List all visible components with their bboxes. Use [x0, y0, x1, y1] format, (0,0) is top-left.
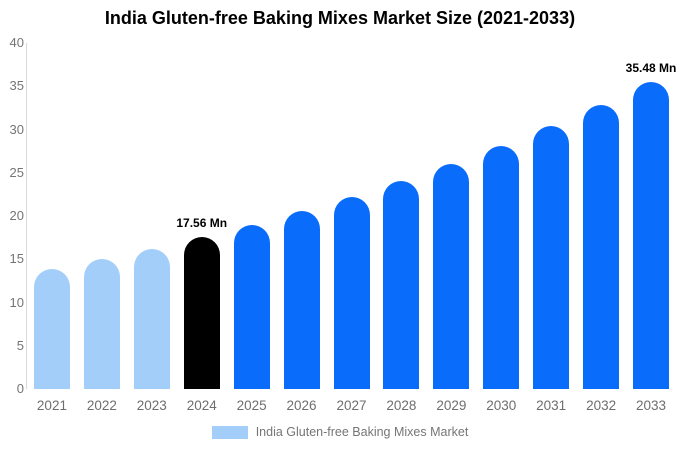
y-tick-label: 30 — [9, 121, 24, 137]
x-tick-label-2026: 2026 — [286, 398, 317, 413]
x-tick-label-2021: 2021 — [36, 398, 67, 413]
legend: India Gluten-free Baking Mixes Market — [0, 425, 680, 439]
data-label-2033: 35.48 Mn — [625, 61, 677, 76]
bar-2024 — [183, 237, 220, 389]
legend-label: India Gluten-free Baking Mixes Market — [255, 425, 469, 439]
data-label-2024: 17.56 Mn — [176, 216, 228, 231]
bar-2031 — [533, 126, 570, 389]
x-tick-label-2030: 2030 — [486, 398, 517, 413]
bar-2028 — [383, 181, 420, 389]
x-tick-label-2028: 2028 — [386, 398, 417, 413]
x-tick-label-2025: 2025 — [236, 398, 267, 413]
x-tick-label-2032: 2032 — [586, 398, 617, 413]
x-tick-label-2022: 2022 — [86, 398, 117, 413]
bar-2033 — [633, 82, 670, 389]
bar-2027 — [333, 196, 370, 389]
y-tick-label: 20 — [9, 208, 24, 223]
plot-area: 17.56 Mn 35.48 Mn — [26, 43, 676, 389]
x-tick-label-2029: 2029 — [436, 398, 467, 413]
bar-2022 — [83, 259, 120, 389]
y-tick-label: 40 — [9, 35, 24, 50]
x-tick-label-2023: 2023 — [136, 398, 167, 413]
bar-2030 — [483, 146, 520, 389]
y-tick-label: 10 — [9, 294, 24, 310]
x-tick-label-2027: 2027 — [336, 398, 367, 413]
y-tick-label: 0 — [16, 381, 24, 396]
x-tick-label-2031: 2031 — [536, 398, 567, 413]
bar-2026 — [283, 211, 320, 389]
chart-title: India Gluten-free Baking Mixes Market Si… — [104, 8, 576, 28]
bar-2023 — [133, 248, 170, 389]
bar-2021 — [33, 268, 70, 389]
x-tick-label-2024: 2024 — [186, 398, 217, 413]
bar-2025 — [233, 224, 270, 389]
bar-2029 — [433, 164, 470, 389]
x-tick-label-2033: 2033 — [636, 398, 667, 413]
bar-2032 — [583, 105, 620, 389]
y-tick-label: 5 — [16, 337, 24, 353]
y-axis-line — [26, 43, 27, 389]
y-tick-label: 35 — [9, 78, 24, 94]
legend-swatch — [211, 425, 248, 439]
y-tick-label: 15 — [9, 251, 24, 267]
y-tick-label: 25 — [9, 164, 24, 180]
